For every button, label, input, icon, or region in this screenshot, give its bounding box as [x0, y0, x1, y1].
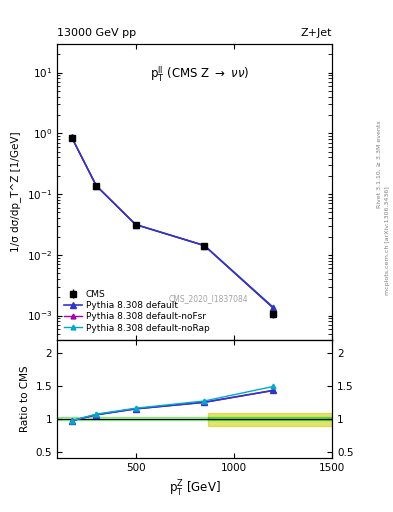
- Line: Pythia 8.308 default-noFsr: Pythia 8.308 default-noFsr: [69, 135, 275, 310]
- Text: CMS_2020_I1837084: CMS_2020_I1837084: [169, 294, 248, 303]
- Pythia 8.308 default-noFsr: [133, 222, 138, 228]
- Y-axis label: Ratio to CMS: Ratio to CMS: [20, 366, 30, 432]
- Pythia 8.308 default: [202, 243, 207, 249]
- Pythia 8.308 default-noRap: [133, 222, 138, 228]
- Text: 13000 GeV pp: 13000 GeV pp: [57, 28, 136, 37]
- Text: Rivet 3.1.10, ≥ 3.3M events: Rivet 3.1.10, ≥ 3.3M events: [377, 120, 382, 208]
- Text: Z+Jet: Z+Jet: [301, 28, 332, 37]
- Bar: [208, 417, 332, 420]
- Text: $\mathregular{p_T^{ll}}$ (CMS Z $\rightarrow$ $\nu\nu$): $\mathregular{p_T^{ll}}$ (CMS Z $\righta…: [150, 64, 250, 83]
- Pythia 8.308 default-noRap: [94, 183, 99, 189]
- Line: Pythia 8.308 default: Pythia 8.308 default: [69, 135, 276, 310]
- Bar: [57, 417, 208, 420]
- Pythia 8.308 default: [271, 305, 275, 311]
- Pythia 8.308 default-noFsr: [202, 243, 207, 249]
- Line: Pythia 8.308 default-noRap: Pythia 8.308 default-noRap: [69, 135, 275, 309]
- X-axis label: $\mathregular{p_T^Z}$ [GeV]: $\mathregular{p_T^Z}$ [GeV]: [169, 479, 220, 499]
- Pythia 8.308 default-noFsr: [271, 305, 275, 311]
- Y-axis label: 1/σ dσ/dp_T^Z [1/GeV]: 1/σ dσ/dp_T^Z [1/GeV]: [10, 131, 21, 252]
- Text: mcplots.cern.ch [arXiv:1306.3436]: mcplots.cern.ch [arXiv:1306.3436]: [385, 186, 389, 295]
- Pythia 8.308 default: [94, 183, 99, 189]
- Pythia 8.308 default-noFsr: [69, 134, 74, 140]
- Pythia 8.308 default-noFsr: [94, 183, 99, 189]
- Pythia 8.308 default-noRap: [69, 134, 74, 140]
- Pythia 8.308 default-noRap: [271, 304, 275, 310]
- Pythia 8.308 default: [69, 134, 74, 140]
- Legend: CMS, Pythia 8.308 default, Pythia 8.308 default-noFsr, Pythia 8.308 default-noRa: CMS, Pythia 8.308 default, Pythia 8.308 …: [61, 287, 212, 335]
- Pythia 8.308 default: [133, 222, 138, 228]
- Bar: [208, 413, 332, 425]
- Pythia 8.308 default-noRap: [202, 243, 207, 249]
